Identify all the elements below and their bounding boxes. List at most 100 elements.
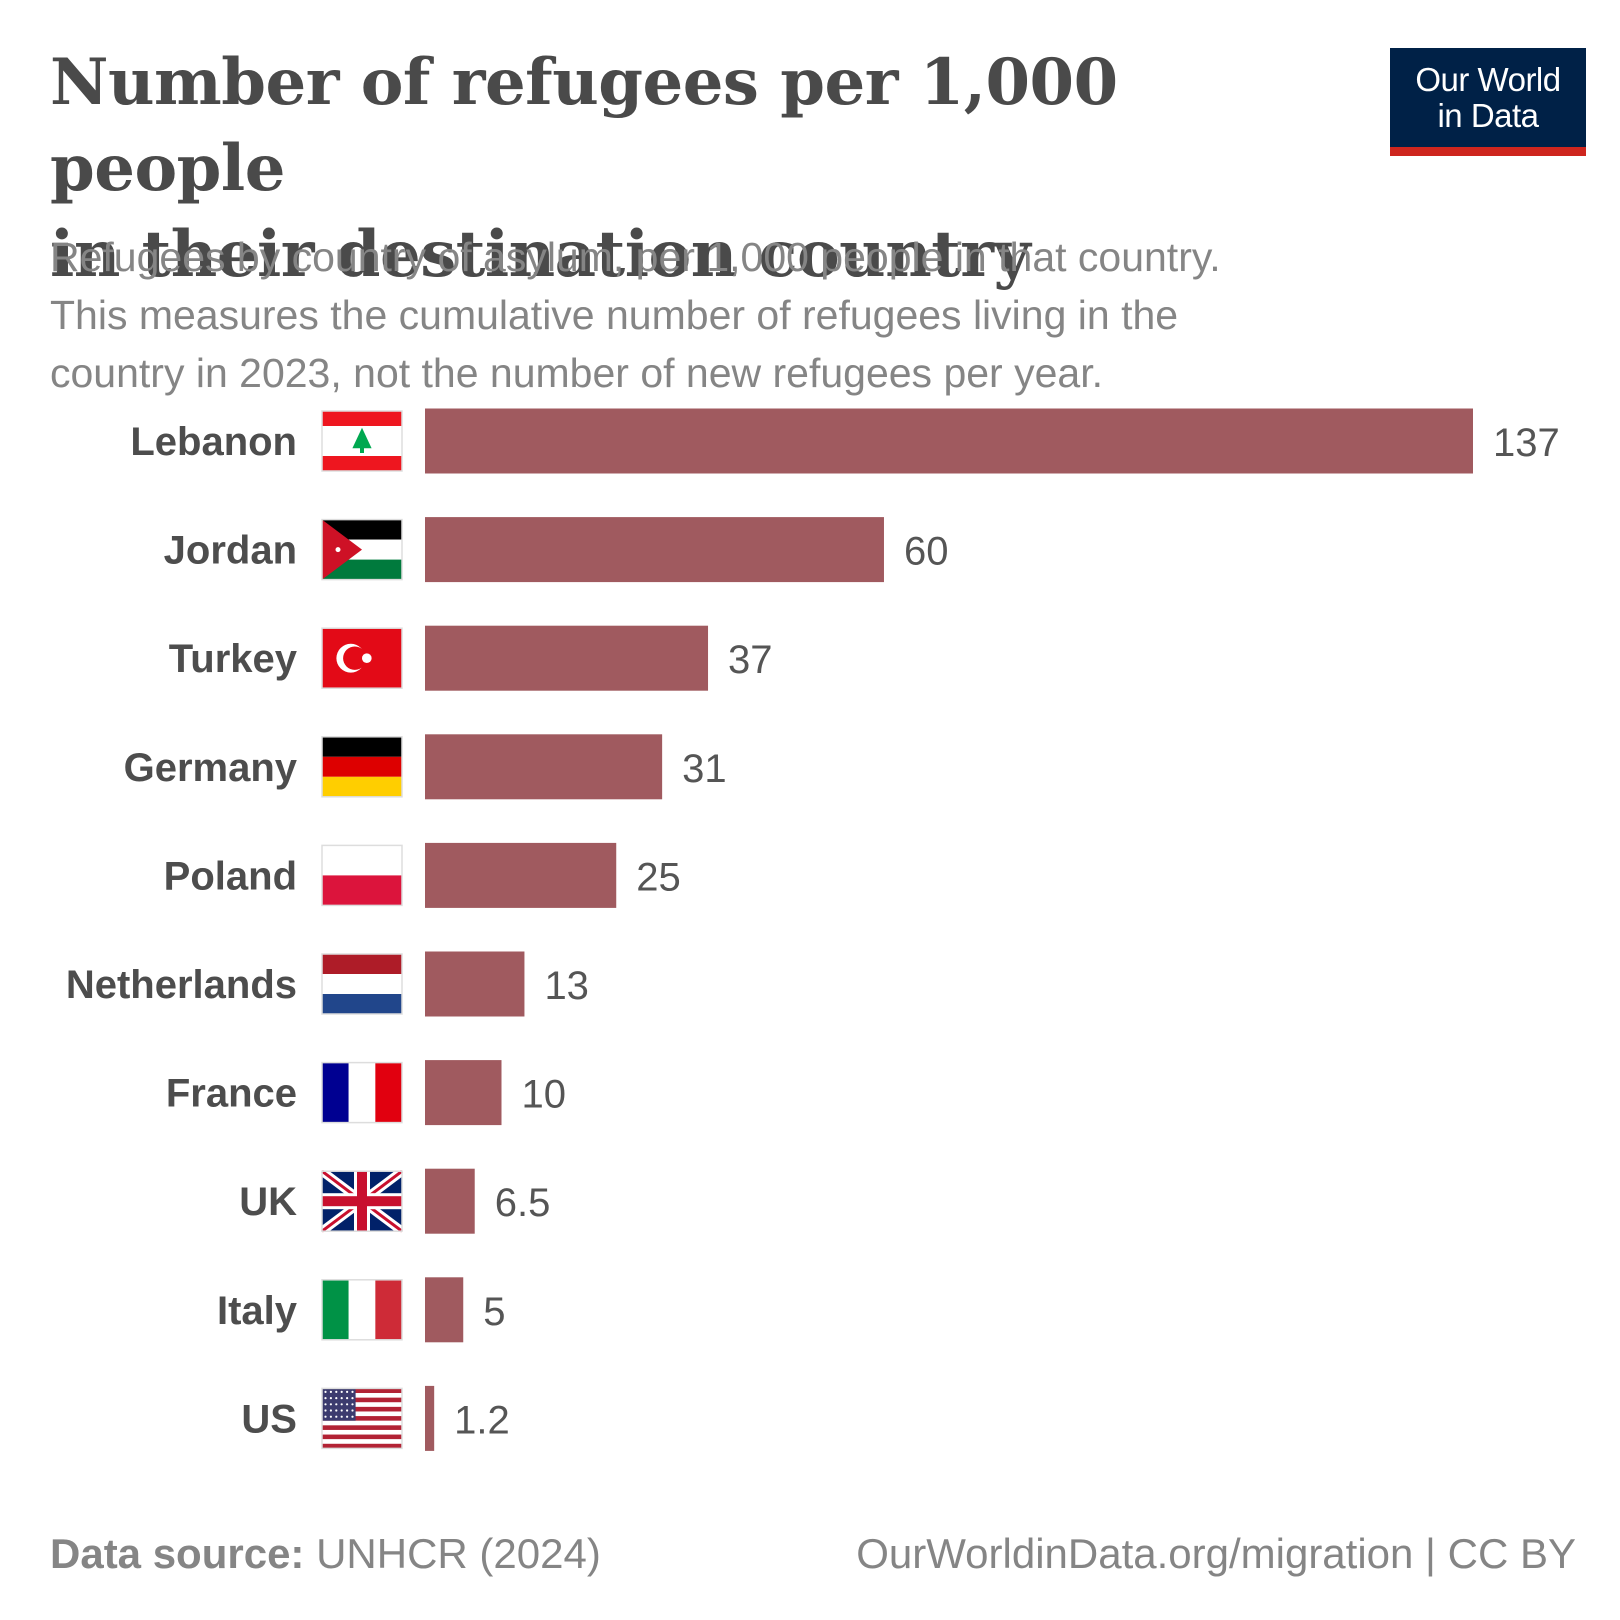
- flag-star: [351, 1390, 354, 1393]
- flag-border: [321, 736, 403, 798]
- subtitle-line1: Refugees by country of asylum, per 1,000…: [50, 234, 1221, 280]
- flag-stripe: [322, 1406, 402, 1412]
- flag-stripe-right: [375, 1062, 402, 1123]
- flag-stripe: [322, 1416, 402, 1421]
- flag-star: [329, 1390, 332, 1393]
- flag-stripe-bottom: [322, 456, 402, 471]
- bar[interactable]: [425, 1060, 502, 1126]
- flag-star: [351, 1409, 354, 1412]
- flag-star: [351, 1403, 354, 1406]
- data-source-label: Data source:: [50, 1530, 305, 1577]
- bar[interactable]: [425, 1385, 435, 1451]
- flag-star: [324, 1403, 327, 1406]
- flag-star: [346, 1409, 349, 1412]
- category-label: Lebanon: [130, 420, 297, 464]
- flag-star: [346, 1390, 349, 1393]
- logo-line2: in Data: [1437, 96, 1539, 134]
- flag-stripe: [322, 1434, 402, 1440]
- value-label: 5: [483, 1290, 505, 1334]
- category-label: Netherlands: [66, 963, 297, 1007]
- category-label: France: [166, 1072, 297, 1116]
- flag-star: [324, 1409, 327, 1412]
- chart-subtitle: Refugees by country of asylum, per 1,000…: [50, 228, 1450, 402]
- category-label: US: [241, 1397, 297, 1441]
- flag-star: [329, 1397, 332, 1400]
- category-label: Turkey: [169, 637, 298, 681]
- flag-stripe: [322, 1411, 402, 1417]
- flag-star: [329, 1415, 332, 1418]
- flag-star: [335, 1390, 338, 1393]
- flag-stripe-bottom: [322, 994, 402, 1014]
- chart-title: Number of refugees per 1,000 people in t…: [50, 40, 1350, 298]
- flag-star: [324, 1397, 327, 1400]
- flag-stripe-left: [322, 1062, 349, 1123]
- bar[interactable]: [425, 1168, 475, 1234]
- flag-border: [321, 410, 403, 472]
- flag-star: [340, 1403, 343, 1406]
- flag-border: [321, 1387, 403, 1450]
- flag-star: [346, 1403, 349, 1406]
- flag-cross-red-h: [322, 1196, 402, 1207]
- bar[interactable]: [425, 1277, 464, 1343]
- bar[interactable]: [425, 951, 525, 1017]
- bar[interactable]: [425, 842, 617, 908]
- bar[interactable]: [425, 734, 663, 800]
- flag-canton: [322, 1388, 356, 1421]
- flag-border: [321, 627, 403, 689]
- subtitle-line2: This measures the cumulative number of r…: [50, 292, 1179, 338]
- data-source: Data source: UNHCR (2024): [50, 1530, 601, 1578]
- owid-logo[interactable]: Our World in Data: [1390, 48, 1586, 156]
- value-label: 10: [521, 1073, 566, 1117]
- flag-star: [340, 1397, 343, 1400]
- category-label: Poland: [164, 854, 297, 898]
- flag-border: [321, 1061, 403, 1124]
- footer-url-text: OurWorldinData.org/migration | CC BY: [856, 1530, 1576, 1577]
- flag-triangle: [322, 519, 362, 580]
- flag-stripe: [322, 1439, 402, 1444]
- flag-stripe-bottom: [322, 776, 402, 797]
- value-label: 25: [636, 855, 681, 899]
- flag-border: [321, 518, 403, 581]
- flag-stripe-left: [322, 1279, 349, 1340]
- flag-stripe: [322, 1420, 402, 1426]
- lebanon-flag-icon: [321, 410, 403, 472]
- flag-stripe: [322, 1393, 402, 1398]
- bar[interactable]: [425, 408, 1473, 474]
- footer-url[interactable]: OurWorldinData.org/migration | CC BY: [856, 1530, 1576, 1578]
- italy-flag-icon: [321, 1279, 403, 1341]
- logo-line1: Our World: [1415, 60, 1561, 98]
- flag-star: [329, 1409, 332, 1412]
- flag-star: [351, 1397, 354, 1400]
- flag-crescent-inner: [343, 646, 367, 670]
- flag-star: [340, 1390, 343, 1393]
- flag-stripe: [322, 1443, 402, 1449]
- flag-star: [324, 1415, 327, 1418]
- category-label: UK: [239, 1180, 297, 1224]
- flag-star: [335, 1415, 338, 1418]
- flag-stripe: [322, 1388, 402, 1394]
- value-label: 137: [1493, 421, 1560, 465]
- flag-stripe: [322, 1425, 402, 1431]
- flag-star: [335, 1409, 338, 1412]
- data-source-value: UNHCR (2024): [316, 1530, 601, 1577]
- flag-stripe-right: [375, 1279, 402, 1340]
- flag-border: [321, 1279, 403, 1341]
- flag-star: [351, 1415, 354, 1418]
- flag-stripe: [322, 1402, 402, 1408]
- cedar-tree: [352, 427, 372, 449]
- bar[interactable]: [425, 625, 709, 691]
- germany-flag-icon: [321, 736, 403, 798]
- chart-title-line1: Number of refugees per 1,000 people: [50, 45, 1118, 206]
- category-label: Italy: [217, 1289, 298, 1333]
- value-label: 37: [728, 638, 773, 682]
- uk-flag-icon: [319, 1167, 405, 1235]
- subtitle-line3: country in 2023, not the number of new r…: [50, 350, 1103, 396]
- jordan-flag-icon: [321, 518, 403, 581]
- flag-star: [340, 1409, 343, 1412]
- flag-star: [335, 1403, 338, 1406]
- value-label: 31: [682, 747, 727, 791]
- flag-star: [346, 1415, 349, 1418]
- category-label: Jordan: [164, 529, 297, 573]
- turkey-flag-icon: [321, 627, 403, 689]
- bar[interactable]: [425, 517, 884, 583]
